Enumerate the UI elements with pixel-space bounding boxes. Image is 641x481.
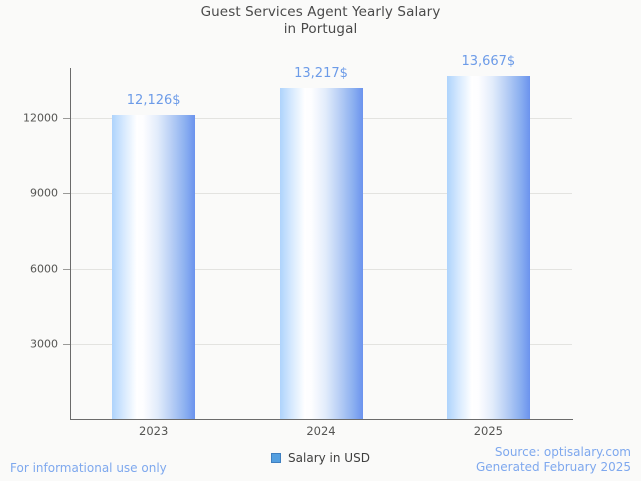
y-tick-label: 12000 bbox=[23, 111, 58, 125]
bar-2024[interactable] bbox=[279, 87, 363, 419]
y-tick-label: 6000 bbox=[30, 262, 58, 276]
y-tick-mark bbox=[63, 268, 70, 270]
y-tick-mark bbox=[63, 343, 70, 345]
source-note: Source: optisalary.com Generated Februar… bbox=[476, 445, 631, 475]
y-tick-mark bbox=[63, 193, 70, 195]
y-tick-mark bbox=[63, 118, 70, 120]
x-axis-line bbox=[70, 419, 573, 420]
legend-label-salary-in-usd: Salary in USD bbox=[288, 451, 370, 465]
y-tick-label: 3000 bbox=[30, 337, 58, 351]
x-tick-label-2023: 2023 bbox=[139, 424, 169, 438]
y-tick-label: 9000 bbox=[30, 186, 58, 200]
x-tick-label-2024: 2024 bbox=[306, 424, 336, 438]
chart-legend: Salary in USD bbox=[0, 451, 641, 465]
bar-value-label-2024: 13,217$ bbox=[294, 65, 348, 81]
chart-title: Guest Services Agent Yearly Salary in Po… bbox=[0, 4, 641, 38]
x-tick-label-2025: 2025 bbox=[473, 424, 503, 438]
chart-title-line-2: in Portugal bbox=[283, 21, 358, 37]
bar-2023[interactable] bbox=[112, 114, 196, 419]
bar-2025[interactable] bbox=[446, 76, 530, 419]
y-axis-line bbox=[70, 68, 71, 420]
disclaimer-text: For informational use only bbox=[10, 461, 167, 475]
generated-text: Generated February 2025 bbox=[475, 460, 631, 474]
bar-value-label-2025: 13,667$ bbox=[461, 54, 516, 70]
chart-title-line-1: Guest Services Agent Yearly Salary bbox=[200, 4, 441, 20]
bar-value-label-2023: 12,126$ bbox=[126, 92, 181, 108]
legend-swatch-salary-in-usd bbox=[271, 453, 282, 463]
source-text: Source: optisalary.com bbox=[494, 445, 631, 459]
